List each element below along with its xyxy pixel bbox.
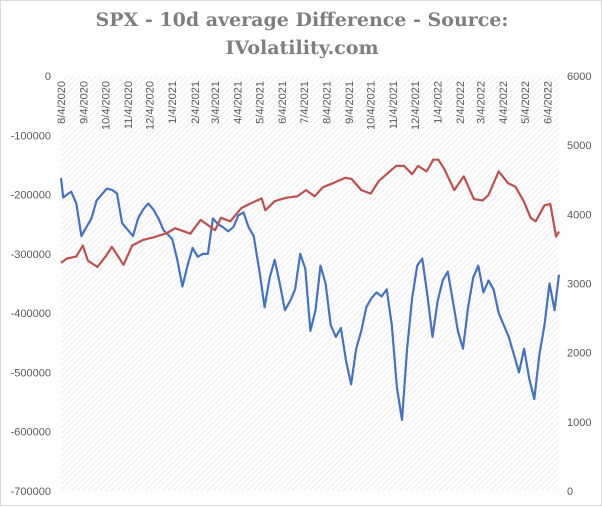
y2-tick-label: 0	[567, 486, 573, 498]
x-tick-label: 1/4/2022	[433, 81, 445, 124]
y2-tick-label: 1000	[567, 417, 591, 429]
y-tick-label: -700000	[11, 486, 51, 498]
x-tick-label: 3/4/2022	[475, 81, 487, 124]
x-axis: 8/4/2020 9/4/2020 10/4/2020 11/4/2020 12/4/2…	[56, 81, 554, 130]
x-tick-label: 9/4/2020	[79, 81, 91, 124]
y-tick-label: -100000	[11, 130, 51, 142]
x-tick-label: 10/4/2021	[366, 81, 378, 130]
y-tick-label: -500000	[11, 367, 51, 379]
series-line-2	[60, 158, 560, 268]
x-tick-label: 4/4/2022	[498, 81, 510, 124]
x-tick-label: 5/4/2022	[520, 81, 532, 124]
y2-tick-label: 4000	[567, 209, 591, 221]
x-tick-label: 5/4/2021	[254, 81, 266, 124]
x-tick-label: 6/4/2021	[277, 81, 289, 124]
x-tick-label: 1/4/2021	[167, 81, 179, 124]
y-tick-label: -600000	[11, 427, 51, 439]
x-tick-label: 12/4/2021	[410, 81, 422, 130]
y-axis-left: 0 -100000 -200000 -300000 -400000 -500000 -600…	[11, 71, 51, 498]
x-tick-label: 6/4/2022	[542, 81, 554, 124]
chart-title-line-2: IVolatility.com	[225, 37, 379, 59]
x-tick-label: 11/4/2021	[388, 81, 400, 129]
y2-tick-label: 2000	[567, 348, 591, 360]
x-tick-label: 12/4/2020	[145, 81, 157, 130]
x-tick-label: 8/4/2021	[321, 81, 333, 124]
x-tick-label: 9/4/2021	[344, 81, 356, 124]
y-tick-label: -300000	[11, 249, 51, 261]
chart-title-line-1: SPX - 10d average Difference - Source:	[95, 9, 509, 31]
series-layer	[59, 158, 561, 421]
y2-tick-label: 6000	[567, 71, 591, 83]
y2-tick-label: 3000	[567, 279, 591, 291]
x-tick-label: 8/4/2020	[56, 81, 68, 124]
y-tick-label: -400000	[11, 308, 51, 320]
y-tick-label: -200000	[11, 190, 51, 202]
x-tick-label: 2/4/2022	[455, 81, 467, 124]
y2-tick-label: 5000	[567, 140, 591, 152]
x-tick-label: 7/4/2021	[299, 81, 311, 124]
x-tick-label: 10/4/2020	[100, 81, 112, 130]
x-tick-label: 2/4/2021	[190, 81, 202, 124]
y-tick-label: 0	[45, 71, 51, 83]
x-tick-label: 3/4/2021	[210, 81, 222, 124]
plot-area	[61, 76, 559, 491]
x-tick-label: 11/4/2020	[123, 81, 135, 129]
y-axis-right: 6000 5000 4000 3000 2000 1000 0	[567, 71, 591, 498]
x-tick-label: 4/4/2021	[233, 81, 245, 124]
series-line-1	[59, 177, 561, 421]
